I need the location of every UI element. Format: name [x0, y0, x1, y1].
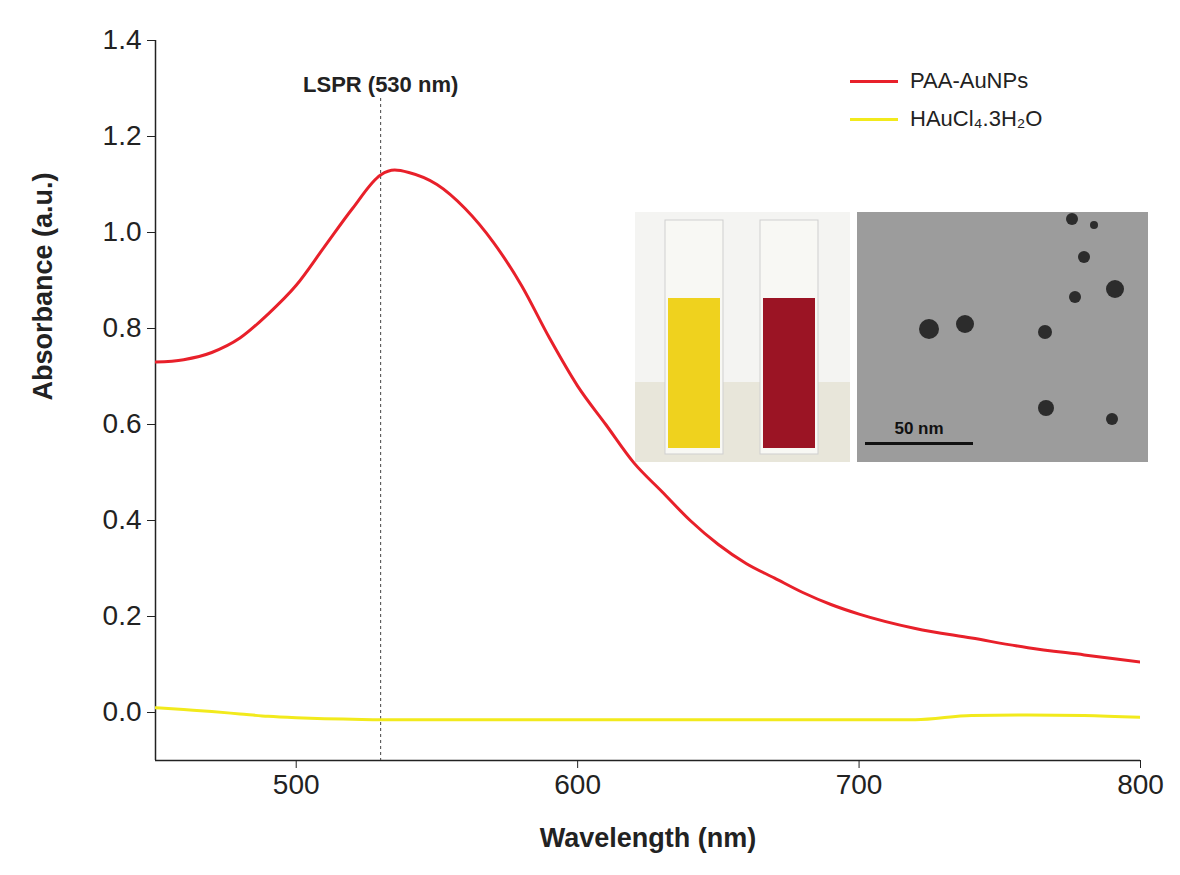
svg-text:500: 500 [273, 769, 320, 800]
svg-text:1.0: 1.0 [103, 216, 142, 247]
svg-text:50 nm: 50 nm [894, 419, 943, 438]
svg-text:Absorbance (a.u.): Absorbance (a.u.) [28, 172, 58, 400]
svg-text:0.6: 0.6 [103, 408, 142, 439]
svg-text:1.4: 1.4 [103, 24, 142, 55]
svg-text:800: 800 [1117, 769, 1164, 800]
svg-text:0.8: 0.8 [103, 312, 142, 343]
html-text:PAA-AuNPs: PAA-AuNPs [910, 68, 1029, 93]
svg-text:Wavelength (nm): Wavelength (nm) [540, 823, 757, 853]
svg-text:1.2: 1.2 [103, 120, 142, 151]
svg-text:600: 600 [554, 769, 601, 800]
svg-text:LSPR (530 nm): LSPR (530 nm) [303, 72, 458, 97]
svg-text:0.0: 0.0 [103, 696, 142, 727]
svg-text:0.4: 0.4 [103, 504, 142, 535]
html-text:HAuCl₄.3H₂O: HAuCl₄.3H₂O [910, 106, 1043, 131]
svg-text:700: 700 [836, 769, 883, 800]
svg-text:0.2: 0.2 [103, 600, 142, 631]
